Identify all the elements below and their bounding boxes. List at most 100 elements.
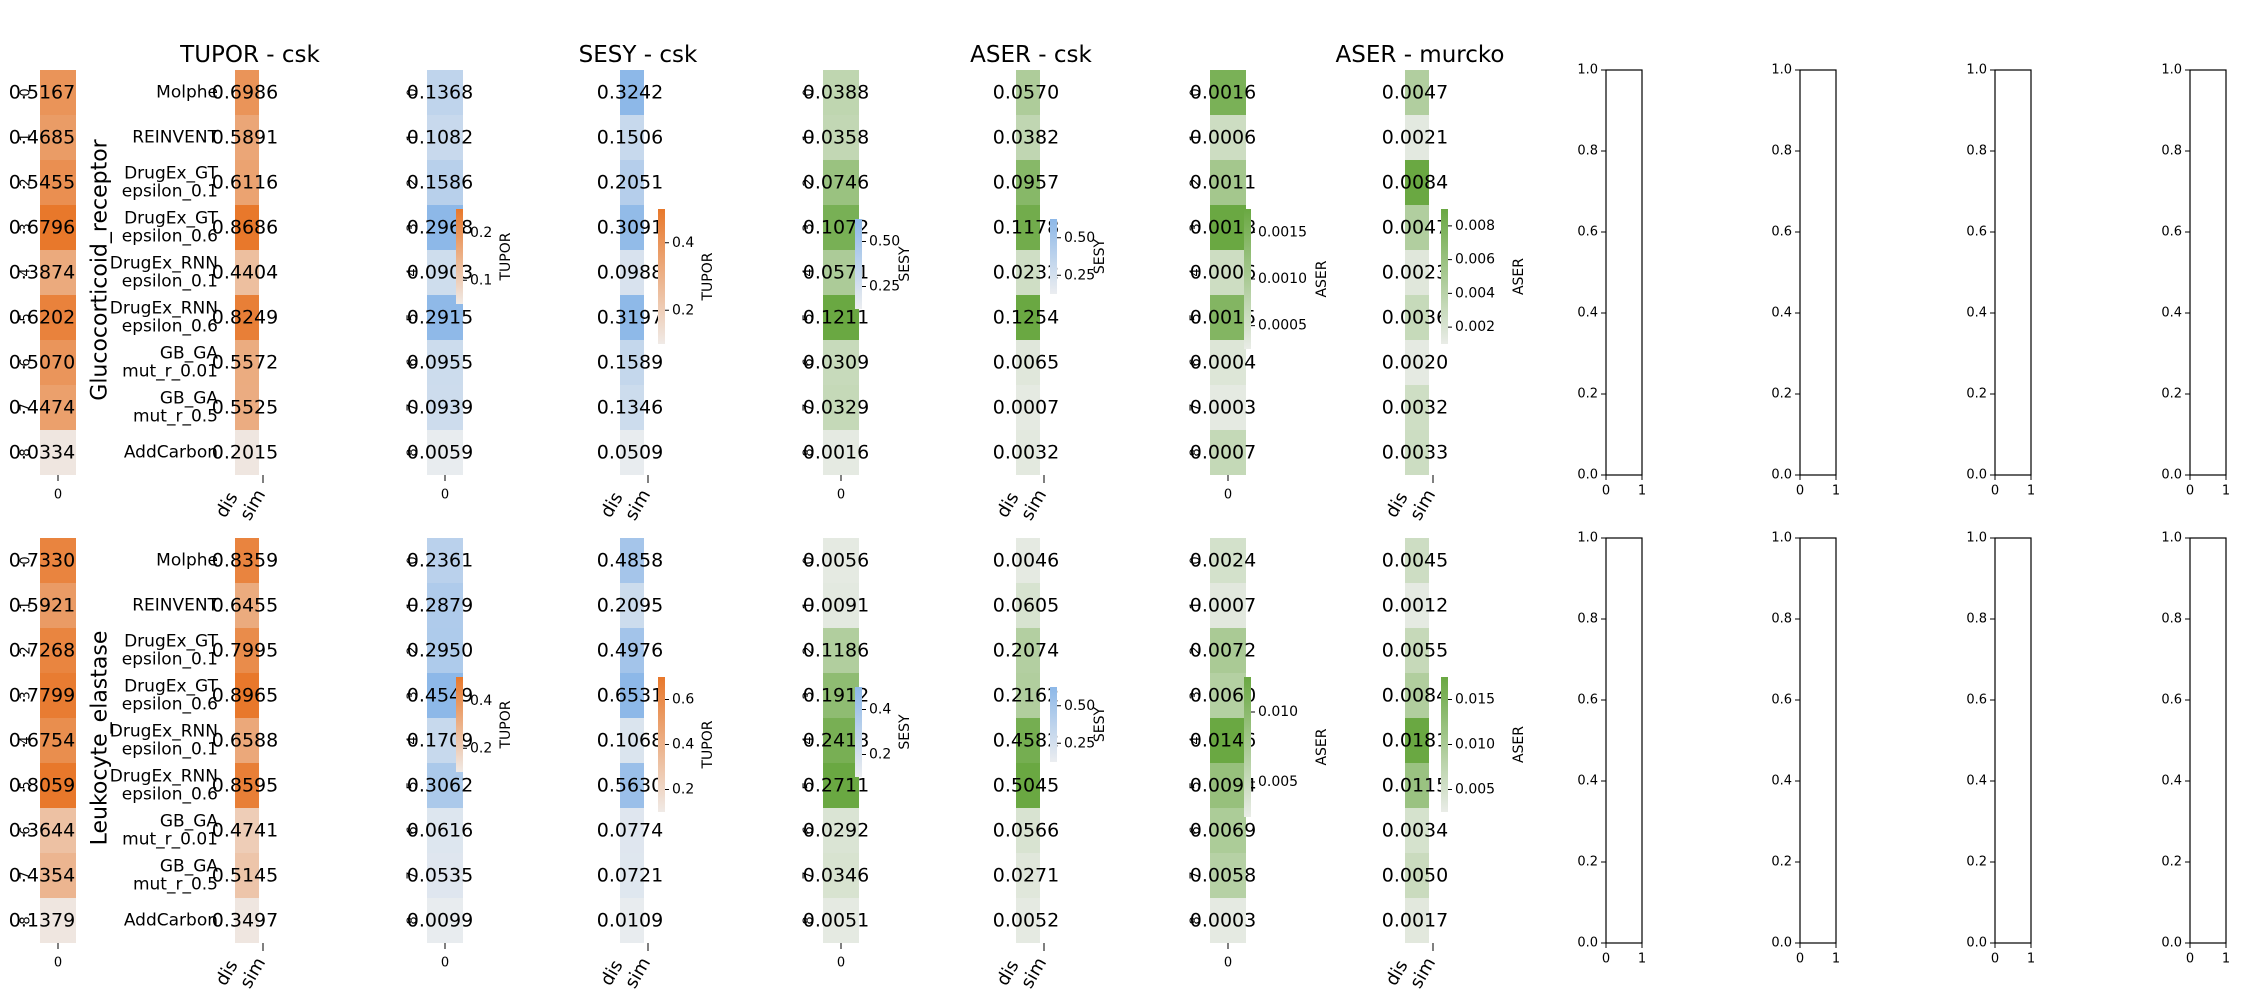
- cell-value-pair: 0.1346: [597, 397, 663, 419]
- heatmap-cell-pair: [1016, 430, 1040, 475]
- row-index-tick: 0: [1189, 88, 1204, 96]
- pair-xtick: dis: [1381, 957, 1412, 990]
- cell-value-pair: 0.1506: [597, 127, 663, 149]
- heatmap-cell-single: [40, 115, 76, 160]
- column-title: ASER - csk: [970, 42, 1092, 68]
- colorbar-tick-label: 0.005: [1258, 774, 1298, 790]
- empty-ytick-label: 0.2: [1577, 855, 1598, 870]
- method-label: mut_r_0.01: [122, 362, 218, 382]
- cell-value-pair: 0.0181: [1382, 730, 1448, 752]
- cell-value-pair: 0.0032: [993, 442, 1059, 464]
- method-label: epsilon_0.1: [122, 182, 218, 202]
- heatmap-cell-pair: [1016, 673, 1040, 718]
- cell-value-single: 0.0006: [1190, 262, 1256, 284]
- heatmap-cell-single: [427, 538, 463, 583]
- colorbar-tick-label: 0.2: [470, 225, 492, 241]
- cell-value-pair: 0.8595: [212, 775, 278, 797]
- method-label: Molphe: [156, 551, 218, 571]
- heatmap-cell-single: [1210, 385, 1246, 430]
- cell-value-single: 0.2879: [407, 595, 473, 617]
- method-label: epsilon_0.6: [122, 317, 218, 337]
- heatmap-cell-pair: [1405, 538, 1429, 583]
- empty-ytick-label: 0.2: [1771, 855, 1792, 870]
- row-title: Leukocyte_elastase: [88, 631, 113, 846]
- empty-ytick-label: 1.0: [1771, 63, 1792, 78]
- cell-value-pair: 0.0566: [993, 820, 1059, 842]
- colorbar-tick-label: 0.2: [869, 747, 891, 763]
- empty-ytick-label: 0.6: [1577, 225, 1598, 240]
- cell-value-pair: 0.6531: [597, 685, 663, 707]
- cell-value-single: 0.7268: [9, 640, 75, 662]
- heatmap-cell-pair: [1016, 340, 1040, 385]
- row-index-tick: 4: [802, 736, 817, 744]
- cell-value-pair: 0.7995: [212, 640, 278, 662]
- cell-value-single: 0.5070: [9, 352, 75, 374]
- empty-ytick-label: 0.0: [1577, 936, 1598, 951]
- cell-value-single: 0.0059: [407, 442, 473, 464]
- colorbar-label: TUPOR: [700, 720, 716, 769]
- method-label: Molphe: [156, 83, 218, 103]
- row-index-tick: 2: [406, 646, 421, 654]
- heatmap-cell-single: [1210, 898, 1246, 943]
- heatmap-cell-single: [40, 385, 76, 430]
- cell-value-pair: 0.5145: [212, 865, 278, 887]
- cell-value-single: 0.2950: [407, 640, 473, 662]
- heatmap-cell-pair: [235, 70, 259, 115]
- cell-value-pair: 0.8965: [212, 685, 278, 707]
- cell-value-single: 0.0094: [1190, 775, 1256, 797]
- row-index-tick: 0: [406, 556, 421, 564]
- heatmap-cell-single: [823, 115, 859, 160]
- cell-value-pair: 0.8359: [212, 550, 278, 572]
- colorbar-tick-label: 0.4: [869, 702, 891, 718]
- heatmap-cell-single: [1210, 808, 1246, 853]
- method-label: DrugEx_RNN: [110, 767, 218, 787]
- colorbar-tick-label: 0.006: [1455, 252, 1495, 268]
- heatmap-cell-single: [427, 898, 463, 943]
- row-index-tick: 3: [1189, 223, 1204, 231]
- cell-value-single: 0.6754: [9, 730, 75, 752]
- heatmap-cell-pair: [1016, 295, 1040, 340]
- heatmap-cell-single: [40, 205, 76, 250]
- method-label: DrugEx_RNN: [110, 254, 218, 274]
- heatmap-cell-pair: [620, 160, 644, 205]
- cell-value-pair: 0.0007: [993, 397, 1059, 419]
- colorbar-tick-label: 0.005: [1455, 782, 1495, 798]
- empty-ytick-label: 0.6: [1966, 225, 1987, 240]
- pair-xtick: sim: [621, 486, 655, 524]
- cell-value-single: 0.1912: [803, 685, 869, 707]
- heatmap-cell-pair: [620, 583, 644, 628]
- row-index-tick: 8: [1189, 916, 1204, 924]
- heatmap-cell-pair: [620, 538, 644, 583]
- empty-axes: [1605, 537, 1643, 944]
- pair-xtick: sim: [1406, 486, 1440, 524]
- cell-value-single: 0.7330: [9, 550, 75, 572]
- empty-xtick-label: 0: [1991, 484, 1999, 499]
- cell-value-single: 0.0309: [803, 352, 869, 374]
- heatmap-cell-pair: [1016, 205, 1040, 250]
- cell-value-single: 0.0016: [1190, 82, 1256, 104]
- cell-value-single: 0.0018: [1190, 217, 1256, 239]
- heatmap-cell-single: [40, 718, 76, 763]
- cell-value-pair: 0.0509: [597, 442, 663, 464]
- row-index-tick: 1: [1189, 133, 1204, 141]
- heatmap-cell-pair: [1405, 763, 1429, 808]
- heatmap-cell-pair: [1405, 340, 1429, 385]
- cell-value-pair: 0.0021: [1382, 127, 1448, 149]
- heatmap-cell-single: [1210, 628, 1246, 673]
- row-index-tick: 0: [802, 88, 817, 96]
- heatmap-cell-single: [427, 70, 463, 115]
- cell-value-pair: 0.0047: [1382, 82, 1448, 104]
- heatmap-cell-single: [823, 340, 859, 385]
- colorbar-tick-label: 0.25: [1064, 735, 1095, 751]
- row-index-tick: 2: [1189, 646, 1204, 654]
- heatmap-cell-single: [427, 808, 463, 853]
- heatmap-cell-single: [40, 430, 76, 475]
- colorbar-tick-label: 0.015: [1455, 692, 1495, 708]
- heatmap-cell-single: [427, 628, 463, 673]
- row-index-tick: 0: [802, 556, 817, 564]
- empty-xtick-label: 0: [1796, 484, 1804, 499]
- cell-value-single: 0.3062: [407, 775, 473, 797]
- row-index-tick: 7: [1189, 871, 1204, 879]
- cell-value-single: 0.0007: [1190, 442, 1256, 464]
- colorbar-label: ASER: [1511, 726, 1527, 763]
